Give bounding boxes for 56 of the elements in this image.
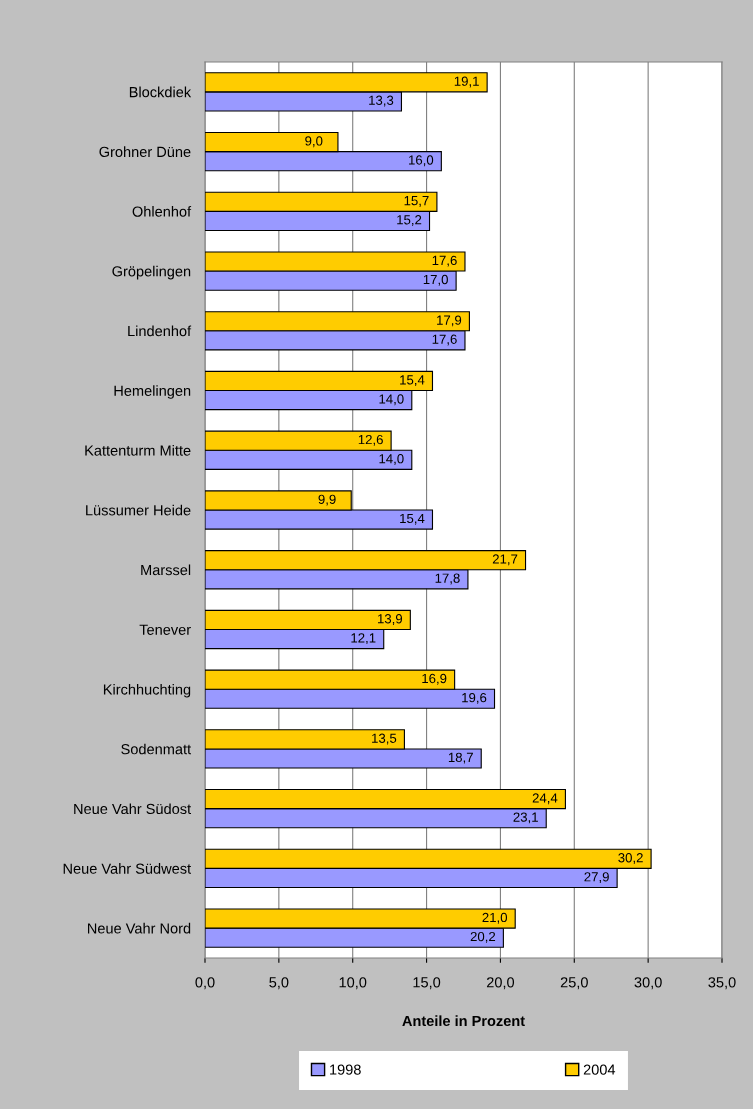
data-label: 13,9 xyxy=(378,614,403,626)
data-label: 30,2 xyxy=(618,853,643,864)
y-tick-label: Neue Vahr Südost xyxy=(74,803,192,815)
x-axis-title: Anteile in Prozent xyxy=(402,1015,525,1027)
data-label: 27,9 xyxy=(584,872,609,884)
y-tick-label: Sodenmatt xyxy=(121,743,192,755)
data-label: 12,1 xyxy=(351,633,376,645)
data-label: 16,9 xyxy=(422,673,447,685)
data-label: 13,3 xyxy=(369,95,394,107)
data-label: 18,7 xyxy=(448,752,473,764)
legend-label: 2004 xyxy=(583,1064,616,1075)
data-label: 17,0 xyxy=(423,274,448,286)
y-tick-label: Marssel xyxy=(141,564,191,576)
data-label: 9,9 xyxy=(318,494,336,506)
y-tick-label: Hemelingen xyxy=(114,385,191,399)
data-label: 9,0 xyxy=(305,136,323,148)
data-label: 23,1 xyxy=(513,812,538,824)
data-label: 24,4 xyxy=(532,793,558,805)
x-tick-label: 20,0 xyxy=(486,977,515,990)
x-tick-label: 0,0 xyxy=(195,977,215,990)
y-tick-label: Tenever xyxy=(139,624,191,635)
y-tick-label: Kirchhuchting xyxy=(103,683,191,698)
data-label: 15,2 xyxy=(397,215,422,226)
data-label: 16,0 xyxy=(409,155,434,167)
y-tick-label: Lindenhof xyxy=(128,325,192,337)
x-tick-label: 35,0 xyxy=(708,977,736,990)
data-label: 15,7 xyxy=(404,196,429,207)
x-tick-label: 30,0 xyxy=(634,977,662,990)
data-label: 20,2 xyxy=(470,931,496,943)
x-tick-label: 15,0 xyxy=(413,977,441,990)
x-tick-label: 25,0 xyxy=(560,977,588,990)
data-label: 13,5 xyxy=(372,733,397,745)
data-label: 17,6 xyxy=(432,255,457,267)
data-label: 19,6 xyxy=(462,692,487,704)
data-label: 14,0 xyxy=(379,454,404,465)
y-tick-label: Blockdiek xyxy=(129,86,192,98)
data-label: 21,7 xyxy=(492,554,518,566)
y-tick-label: Kattenturm Mitte xyxy=(85,444,191,456)
y-tick-label: Neue Vahr Nord xyxy=(88,922,191,934)
data-label: 17,8 xyxy=(435,573,460,585)
x-tick-label: 5,0 xyxy=(269,977,289,990)
data-label: 14,0 xyxy=(379,394,404,406)
y-tick-label: Gröpelingen xyxy=(112,265,191,280)
data-label: 17,9 xyxy=(437,315,462,327)
data-label: 19,1 xyxy=(454,76,479,88)
y-tick-label: Lüssumer Heide xyxy=(86,504,191,516)
data-label: 15,4 xyxy=(400,375,425,387)
data-label: 21,0 xyxy=(482,912,508,924)
data-label: 12,6 xyxy=(358,434,383,446)
data-label: 17,6 xyxy=(432,334,457,346)
legend-label: 1998 xyxy=(330,1064,361,1075)
y-tick-label: Grohner Düne xyxy=(99,146,191,158)
y-tick-label: Ohlenhof xyxy=(132,206,192,217)
data-label: 15,4 xyxy=(400,513,425,525)
y-tick-label: Neue Vahr Südwest xyxy=(63,863,192,874)
x-tick-label: 10,0 xyxy=(339,977,367,990)
